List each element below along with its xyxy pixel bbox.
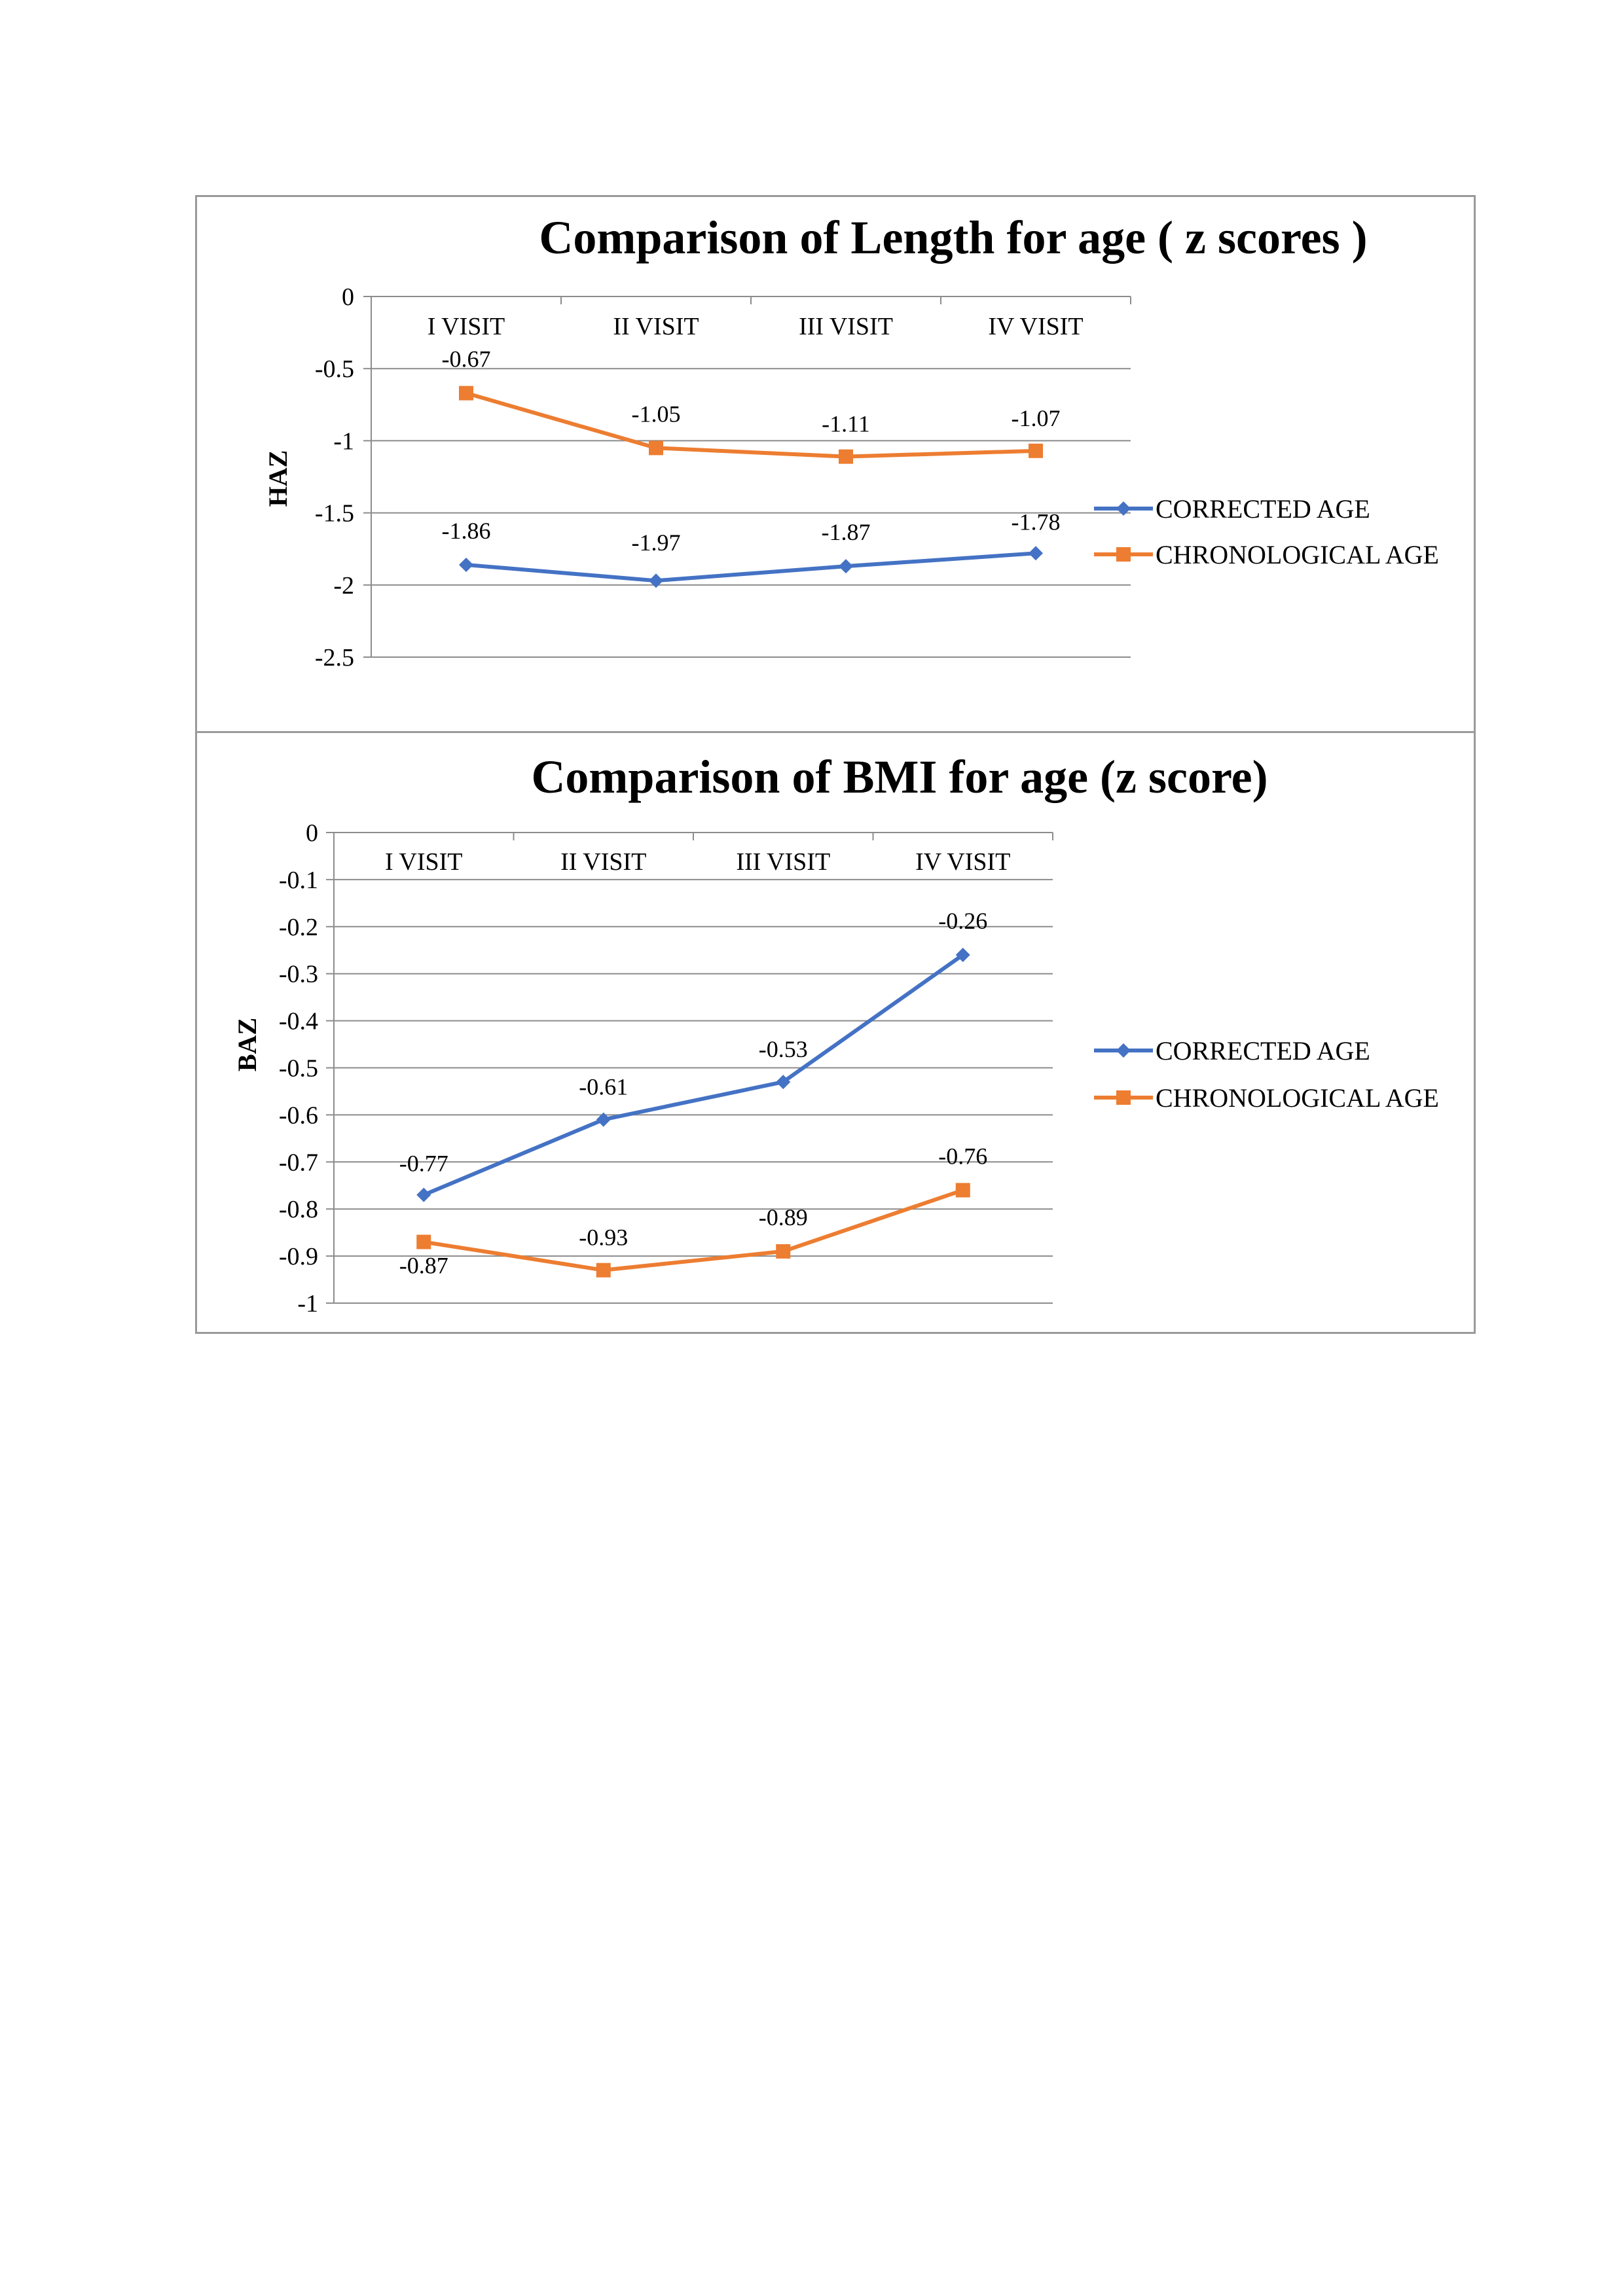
data-label: -0.87: [399, 1253, 448, 1279]
x-category-label: IV VISIT: [915, 848, 1010, 876]
y-tick-label: -0.6: [279, 1102, 318, 1129]
y-tick-label: -1.5: [315, 500, 354, 528]
legend-swatch-marker: [1116, 501, 1131, 516]
baz-chart-panel: Comparison of BMI for age (z score) 0 -0.1…: [195, 731, 1476, 1334]
legend-label: CORRECTED AGE: [1156, 1036, 1370, 1066]
data-point-marker: [955, 1183, 970, 1198]
data-point-marker: [1029, 443, 1043, 458]
data-point-marker: [776, 1244, 791, 1259]
data-label: -1.78: [1012, 509, 1061, 535]
haz-chart-panel: Comparison of Length for age ( z scores …: [195, 195, 1476, 734]
series-line-corrected-age: [423, 953, 964, 1197]
data-label: -0.53: [759, 1036, 808, 1062]
legend-label: CHRONOLOGICAL AGE: [1156, 1083, 1439, 1113]
y-tick-label: -0.8: [279, 1196, 318, 1223]
legend-label: CORRECTED AGE: [1156, 494, 1370, 524]
legend-swatch-marker: [1116, 547, 1131, 562]
x-category-label: III VISIT: [799, 313, 893, 340]
data-label: -1.11: [822, 411, 870, 437]
data-point-marker: [596, 1263, 611, 1278]
legend-swatch-marker: [1116, 1043, 1131, 1058]
data-point-marker: [649, 440, 663, 456]
y-tick-label: -0.2: [279, 914, 318, 941]
data-label: -0.89: [759, 1204, 808, 1230]
data-point-marker: [416, 1234, 431, 1249]
y-tick-label: -0.9: [279, 1243, 318, 1270]
data-point-marker: [596, 1112, 611, 1127]
y-tick-label: 0: [306, 819, 318, 847]
y-tick-label: 0: [342, 283, 354, 311]
y-tick-label: -1: [297, 1290, 318, 1318]
data-label: -1.05: [632, 401, 681, 427]
data-label: -0.26: [938, 908, 987, 934]
haz-chart-svg: Comparison of Length for age ( z scores …: [263, 211, 1439, 672]
y-tick-label: -0.4: [279, 1008, 318, 1035]
data-label: -0.61: [579, 1074, 628, 1100]
y-tick-label: -0.5: [315, 355, 354, 383]
data-label: -1.86: [442, 518, 491, 544]
y-tick-label: -0.3: [279, 961, 318, 988]
y-tick-label: -2.5: [315, 644, 354, 672]
y-tick-label: -0.1: [279, 867, 318, 894]
data-point-marker: [955, 947, 970, 962]
x-category-label: I VISIT: [385, 848, 463, 876]
data-label: -0.93: [579, 1225, 628, 1251]
data-point-marker: [839, 559, 853, 574]
data-point-marker: [459, 557, 473, 572]
x-category-label: II VISIT: [613, 313, 699, 340]
x-category-label: II VISIT: [560, 848, 646, 876]
y-tick-label: -0.5: [279, 1055, 318, 1083]
data-point-marker: [459, 386, 473, 401]
data-point-marker: [1029, 546, 1043, 561]
data-point-marker: [776, 1075, 791, 1090]
y-tick-label: -2: [333, 572, 354, 600]
legend-swatch-marker: [1116, 1090, 1131, 1105]
y-tick-label: -0.7: [279, 1149, 318, 1176]
chart-title: Comparison of Length for age ( z scores …: [539, 211, 1367, 264]
y-axis-label: BAZ: [232, 1018, 262, 1071]
data-point-marker: [839, 449, 853, 464]
data-label: -0.67: [442, 346, 491, 372]
data-point-marker: [416, 1187, 431, 1202]
data-label: -1.87: [822, 519, 871, 545]
baz-chart-svg: Comparison of BMI for age (z score) 0 -0.1…: [232, 751, 1439, 1318]
y-tick-label: -1: [333, 427, 354, 455]
y-axis-label: HAZ: [263, 450, 293, 507]
data-point-marker: [649, 573, 663, 588]
x-category-label: I VISIT: [428, 313, 505, 340]
legend-label: CHRONOLOGICAL AGE: [1156, 540, 1439, 569]
data-label: -0.77: [399, 1151, 448, 1177]
x-category-label: III VISIT: [736, 848, 830, 876]
chart-title: Comparison of BMI for age (z score): [531, 751, 1267, 803]
series-line-corrected-age: [465, 551, 1036, 583]
data-label: -1.07: [1012, 405, 1061, 431]
x-category-label: IV VISIT: [988, 313, 1083, 340]
series-line-chronological-age: [423, 1188, 964, 1272]
series-line-chronological-age: [465, 391, 1036, 459]
data-label: -1.97: [632, 529, 681, 556]
data-label: -0.76: [938, 1143, 987, 1169]
